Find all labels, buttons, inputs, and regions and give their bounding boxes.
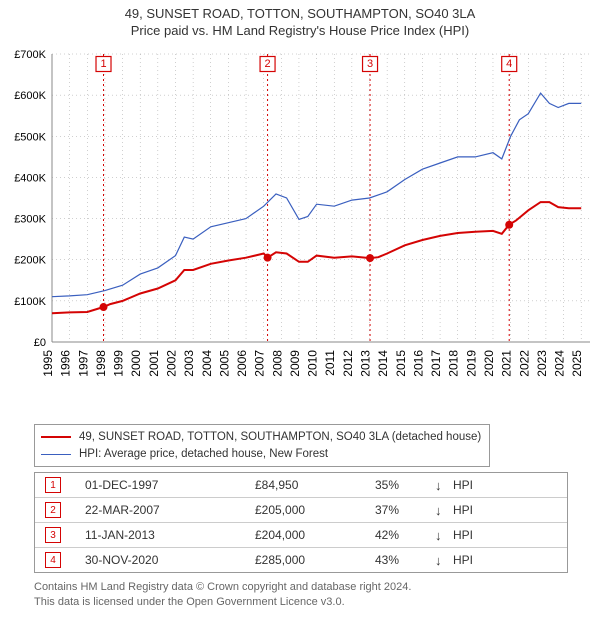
sale-vs-label: HPI bbox=[453, 528, 493, 542]
sale-date: 11-JAN-2013 bbox=[61, 528, 255, 542]
sale-date: 01-DEC-1997 bbox=[61, 478, 255, 492]
x-tick-label: 2014 bbox=[376, 350, 390, 377]
sale-price: £285,000 bbox=[255, 553, 375, 567]
sale-price: £84,950 bbox=[255, 478, 375, 492]
sale-date: 22-MAR-2007 bbox=[61, 503, 255, 517]
y-tick-label: £500K bbox=[14, 131, 46, 143]
legend: 49, SUNSET ROAD, TOTTON, SOUTHAMPTON, SO… bbox=[34, 424, 490, 467]
y-tick-label: £200K bbox=[14, 255, 46, 267]
sale-delta: 42% bbox=[375, 528, 435, 542]
sale-delta: 43% bbox=[375, 553, 435, 567]
x-tick-label: 2019 bbox=[464, 350, 478, 377]
sale-marker-dot bbox=[264, 254, 272, 262]
x-tick-label: 2021 bbox=[500, 350, 514, 377]
sale-marker-dot bbox=[366, 254, 374, 262]
table-row: 222-MAR-2007£205,00037%↓HPI bbox=[35, 497, 567, 522]
x-tick-label: 2001 bbox=[147, 350, 161, 377]
attribution-footer: Contains HM Land Registry data © Crown c… bbox=[34, 580, 411, 610]
sale-marker-number: 3 bbox=[367, 58, 373, 70]
legend-item: HPI: Average price, detached house, New … bbox=[41, 446, 481, 463]
price-chart: £0 £100K £200K £300K £400K £500K £600K £700K 199… bbox=[0, 44, 600, 414]
x-tick-label: 2007 bbox=[253, 350, 267, 377]
x-tick-label: 2006 bbox=[235, 350, 249, 377]
table-row: 101-DEC-1997£84,95035%↓HPI bbox=[35, 473, 567, 497]
sale-marker-number: 4 bbox=[506, 58, 512, 70]
x-tick-label: 2020 bbox=[482, 350, 496, 377]
y-tick-label: £100K bbox=[14, 296, 46, 308]
chart-subtitle: Price paid vs. HM Land Registry's House … bbox=[0, 21, 600, 38]
arrow-down-icon: ↓ bbox=[435, 528, 453, 543]
x-tick-label: 2017 bbox=[429, 350, 443, 377]
sale-delta: 37% bbox=[375, 503, 435, 517]
x-tick-label: 1997 bbox=[76, 350, 90, 377]
footer-line-1: Contains HM Land Registry data © Crown c… bbox=[34, 580, 411, 595]
x-tick-label: 1998 bbox=[94, 350, 108, 377]
x-tick-label: 2015 bbox=[394, 350, 408, 377]
arrow-down-icon: ↓ bbox=[435, 503, 453, 518]
sale-marker-dot bbox=[100, 303, 108, 311]
x-tick-label: 1995 bbox=[41, 350, 55, 377]
x-tick-label: 2025 bbox=[570, 350, 584, 377]
x-tick-label: 1999 bbox=[112, 350, 126, 377]
sale-delta: 35% bbox=[375, 478, 435, 492]
sale-marker-number: 1 bbox=[100, 58, 106, 70]
x-tick-label: 2008 bbox=[270, 350, 284, 377]
sale-date: 30-NOV-2020 bbox=[61, 553, 255, 567]
x-tick-label: 2010 bbox=[306, 350, 320, 377]
sale-vs-label: HPI bbox=[453, 503, 493, 517]
sale-marker-icon: 3 bbox=[45, 527, 61, 543]
sale-marker-dot bbox=[505, 221, 513, 229]
chart-area: £0 £100K £200K £300K £400K £500K £600K £700K 199… bbox=[0, 44, 600, 414]
x-tick-label: 2002 bbox=[164, 350, 178, 377]
legend-swatch bbox=[41, 454, 71, 455]
legend-label: HPI: Average price, detached house, New … bbox=[79, 446, 328, 463]
arrow-down-icon: ↓ bbox=[435, 553, 453, 568]
x-tick-label: 2023 bbox=[535, 350, 549, 377]
y-tick-label: £0 bbox=[34, 337, 46, 349]
footer-line-2: This data is licensed under the Open Gov… bbox=[34, 595, 411, 610]
x-tick-label: 2005 bbox=[217, 350, 231, 377]
x-tick-label: 2012 bbox=[341, 350, 355, 377]
x-tick-label: 2000 bbox=[129, 350, 143, 377]
x-tick-label: 1996 bbox=[59, 350, 73, 377]
sales-table: 101-DEC-1997£84,95035%↓HPI222-MAR-2007£2… bbox=[34, 472, 568, 573]
sale-marker-number: 2 bbox=[264, 58, 270, 70]
chart-title: 49, SUNSET ROAD, TOTTON, SOUTHAMPTON, SO… bbox=[0, 0, 600, 21]
sale-vs-label: HPI bbox=[453, 478, 493, 492]
sale-marker-icon: 1 bbox=[45, 477, 61, 493]
x-tick-label: 2013 bbox=[359, 350, 373, 377]
sale-price: £204,000 bbox=[255, 528, 375, 542]
y-tick-label: £400K bbox=[14, 172, 46, 184]
x-tick-label: 2003 bbox=[182, 350, 196, 377]
table-row: 311-JAN-2013£204,00042%↓HPI bbox=[35, 522, 567, 547]
table-row: 430-NOV-2020£285,00043%↓HPI bbox=[35, 547, 567, 572]
y-tick-label: £600K bbox=[14, 90, 46, 102]
legend-swatch bbox=[41, 436, 71, 438]
y-tick-label: £700K bbox=[14, 49, 46, 61]
x-tick-label: 2018 bbox=[447, 350, 461, 377]
sale-marker-icon: 4 bbox=[45, 552, 61, 568]
y-tick-label: £300K bbox=[14, 214, 46, 226]
x-tick-label: 2004 bbox=[200, 350, 214, 377]
x-tick-label: 2011 bbox=[323, 350, 337, 376]
legend-item: 49, SUNSET ROAD, TOTTON, SOUTHAMPTON, SO… bbox=[41, 429, 481, 446]
sale-marker-icon: 2 bbox=[45, 502, 61, 518]
legend-label: 49, SUNSET ROAD, TOTTON, SOUTHAMPTON, SO… bbox=[79, 429, 481, 446]
sale-vs-label: HPI bbox=[453, 553, 493, 567]
sale-price: £205,000 bbox=[255, 503, 375, 517]
x-tick-label: 2009 bbox=[288, 350, 302, 377]
arrow-down-icon: ↓ bbox=[435, 478, 453, 493]
x-tick-label: 2024 bbox=[553, 350, 567, 377]
x-tick-label: 2022 bbox=[517, 350, 531, 377]
x-tick-label: 2016 bbox=[411, 350, 425, 377]
